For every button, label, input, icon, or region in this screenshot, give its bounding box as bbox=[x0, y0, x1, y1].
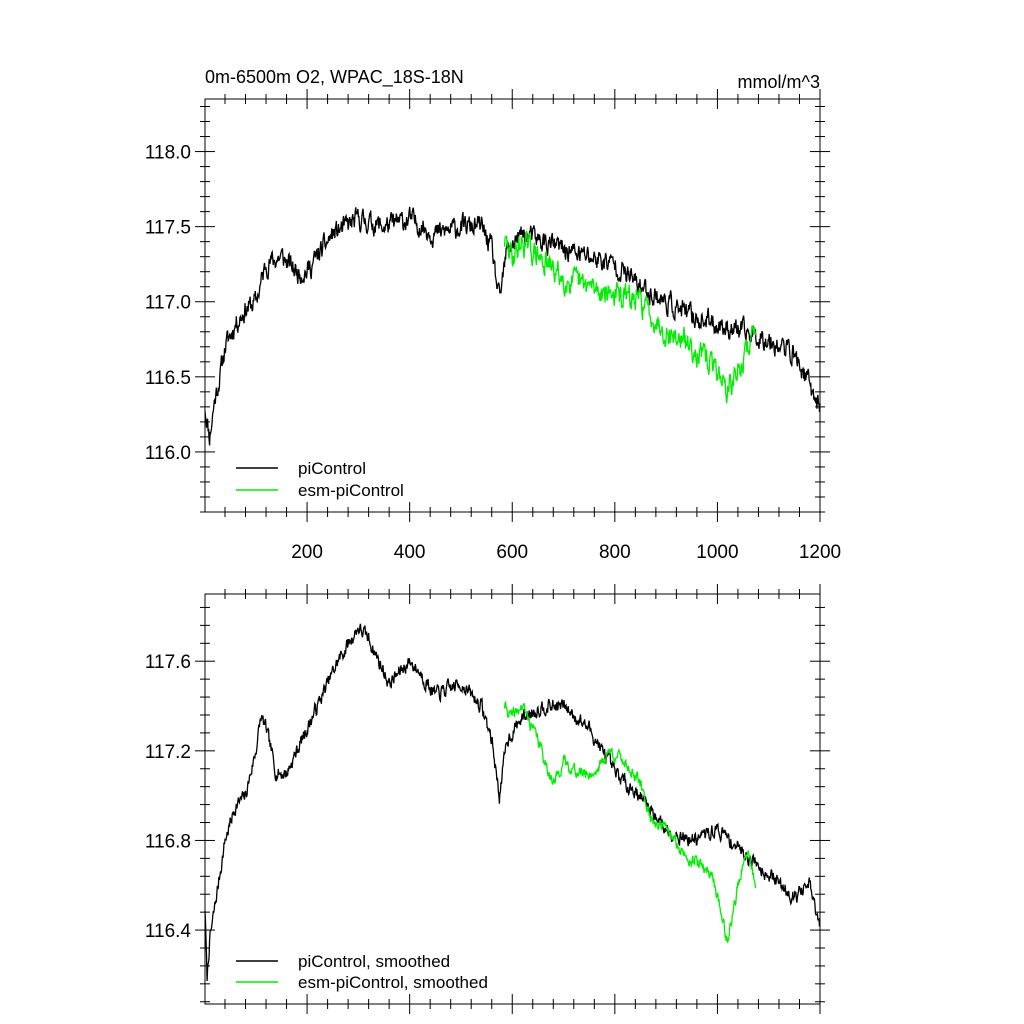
series-line-picontrol-smoothed bbox=[204, 623, 821, 982]
x-tick-label: 600 bbox=[496, 542, 528, 563]
y-tick-label: 117.5 bbox=[145, 218, 191, 239]
x-tick-label: 400 bbox=[394, 542, 426, 563]
y-tick-label: 117.0 bbox=[145, 293, 191, 314]
panel-bottom: 116.4 116.8 117.2 117.6 piControl, smoot… bbox=[145, 584, 830, 1014]
top-series-group bbox=[204, 206, 821, 446]
y-tick-label: 117.2 bbox=[145, 742, 191, 763]
legend: piControl, smoothed esm-piControl, smoot… bbox=[236, 952, 488, 992]
legend-label: piControl bbox=[298, 459, 366, 478]
top-y-tick-labels: 116.0 116.5 117.0 117.5 118.0 bbox=[145, 143, 191, 464]
legend: piControl esm-piControl bbox=[236, 459, 404, 500]
series-line-esm-picontrol bbox=[503, 230, 757, 404]
y-tick-label: 118.0 bbox=[145, 143, 191, 164]
bottom-y-tick-labels: 116.4 116.8 117.2 117.6 bbox=[145, 652, 192, 942]
x-tick-label: 1200 bbox=[799, 542, 841, 563]
series-line-esm-picontrol-smoothed bbox=[503, 701, 757, 943]
panel-top: 0m-6500m O2, WPAC_18S-18N mmol/m^3 116.0… bbox=[145, 67, 841, 563]
y-tick-label: 117.6 bbox=[145, 652, 191, 673]
y-tick-label: 116.4 bbox=[145, 921, 192, 942]
units-label: mmol/m^3 bbox=[738, 72, 820, 92]
y-tick-label: 116.5 bbox=[145, 368, 191, 389]
plot-frame bbox=[204, 98, 821, 513]
chart-title: 0m-6500m O2, WPAC_18S-18N bbox=[205, 67, 464, 88]
legend-label: esm-piControl, smoothed bbox=[298, 973, 488, 992]
bottom-ticks bbox=[195, 584, 830, 1014]
x-tick-label: 800 bbox=[599, 542, 631, 563]
x-tick-label: 200 bbox=[291, 542, 323, 563]
y-tick-label: 116.8 bbox=[145, 831, 191, 852]
legend-label: esm-piControl bbox=[298, 481, 404, 500]
top-ticks bbox=[195, 89, 830, 522]
top-x-tick-labels: 200 400 600 800 1000 1200 bbox=[291, 542, 841, 563]
legend-label: piControl, smoothed bbox=[298, 952, 450, 971]
series-line-picontrol bbox=[204, 206, 821, 446]
y-tick-label: 116.0 bbox=[145, 443, 191, 464]
x-tick-label: 1000 bbox=[696, 542, 738, 563]
bottom-series-group bbox=[204, 623, 821, 982]
